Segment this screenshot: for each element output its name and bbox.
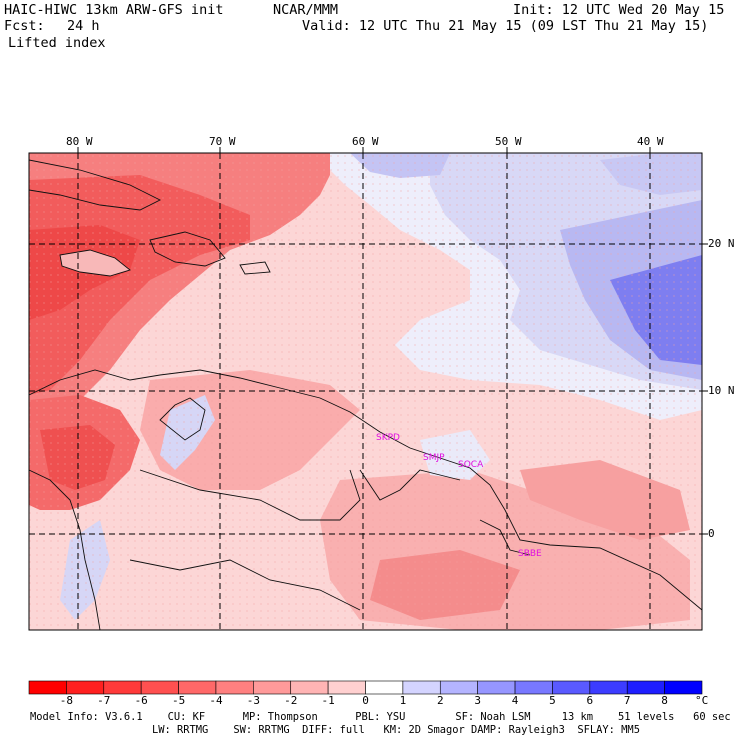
colorbar-label: -3 — [246, 694, 260, 707]
south-america-coast — [29, 369, 702, 611]
colorbar-swatch — [103, 680, 142, 695]
colorbar-swatch — [439, 680, 478, 695]
colorbar-swatch — [28, 680, 67, 695]
ticks — [77, 147, 708, 535]
colorbar-label: 1 — [399, 694, 407, 707]
border-colombia-brazil — [129, 559, 361, 611]
colorbar-label: 3 — [474, 694, 481, 707]
lat-label-20n: 20 N — [708, 237, 735, 250]
lon-label-40w: 40 W — [637, 135, 664, 148]
colorbar-label: 4 — [511, 694, 519, 707]
map-frame — [28, 152, 703, 631]
border-colombia-venezuela — [139, 469, 361, 521]
colorbar-swatch — [66, 680, 105, 695]
field-name: Lifted index — [8, 35, 106, 51]
station-soca: SOCA — [458, 460, 484, 470]
cuba-coast — [29, 159, 162, 211]
colorbar-label: -7 — [97, 694, 111, 707]
colorbar-swatch — [514, 680, 553, 695]
graticule — [29, 153, 702, 630]
colorbar-swatch — [552, 680, 591, 695]
colorbar-swatch — [626, 680, 665, 695]
puerto-rico-coast — [239, 261, 271, 275]
colorbar-label: 0 — [362, 694, 369, 707]
pacific-coast — [29, 469, 101, 630]
colorbar-label: -2 — [284, 694, 298, 707]
colorbar-label: 5 — [549, 694, 556, 707]
organization-label: NCAR/MMM — [273, 2, 339, 18]
colorbar — [28, 680, 703, 695]
forecast-label: Fcst: — [4, 18, 45, 34]
lon-label-50w: 50 W — [495, 135, 522, 148]
colorbar-swatch — [215, 680, 254, 695]
shaded-field — [29, 153, 702, 630]
colorbar-label: 2 — [436, 694, 444, 707]
colorbar-swatch — [365, 680, 404, 695]
lon-label-60w: 60 W — [352, 135, 379, 148]
colorbar-label: -8 — [59, 694, 74, 707]
colorbar-swatch — [477, 680, 516, 695]
colorbar-swatch — [290, 680, 329, 695]
model-title: HAIC-HIWC 13km ARW-GFS init — [4, 2, 224, 18]
hispaniola-coast — [149, 231, 226, 267]
border-guyana — [359, 469, 461, 501]
colorbar-swatch — [589, 680, 628, 695]
station-smjp: SMJP — [423, 453, 445, 463]
model-info-line2: LW: RRTMG SW: RRTMG DIFF: full KM: 2D Sm… — [152, 724, 640, 736]
colorbar-swatch — [253, 680, 292, 695]
colorbar-label: 6 — [586, 694, 594, 707]
colorbar-label: -1 — [321, 694, 335, 707]
station-skpd: SKPD — [376, 433, 400, 443]
lon-label-70w: 70 W — [209, 135, 236, 148]
lat-label-eq: 0 — [708, 527, 715, 540]
lon-label-80w: 80 W — [66, 135, 93, 148]
station-sbbe: SBBE — [518, 549, 542, 559]
colorbar-label: 7 — [623, 694, 631, 707]
colorbar-swatch — [402, 680, 441, 695]
colorbar-label: 8 — [661, 694, 668, 707]
colorbar-swatch — [178, 680, 217, 695]
colorbar-label: -6 — [134, 694, 148, 707]
colorbar-unit: °C — [695, 694, 709, 707]
colorbar-label: -4 — [209, 694, 223, 707]
lake-maracaibo — [159, 397, 206, 441]
colorbar-swatch — [664, 680, 703, 695]
model-info-line1: Model Info: V3.6.1 CU: KF MP: Thompson P… — [30, 711, 731, 723]
colorbar-swatch — [140, 680, 179, 695]
forecast-hours: 24 h — [67, 18, 100, 34]
lat-label-10n: 10 N — [708, 384, 735, 397]
colorbar-swatch — [327, 680, 366, 695]
valid-time: Valid: 12 UTC Thu 21 May 15 (09 LST Thu … — [302, 18, 709, 34]
colorbar-label: -5 — [171, 694, 186, 707]
init-time: Init: 12 UTC Wed 20 May 15 — [513, 2, 725, 18]
amazon-mouth — [479, 519, 531, 556]
